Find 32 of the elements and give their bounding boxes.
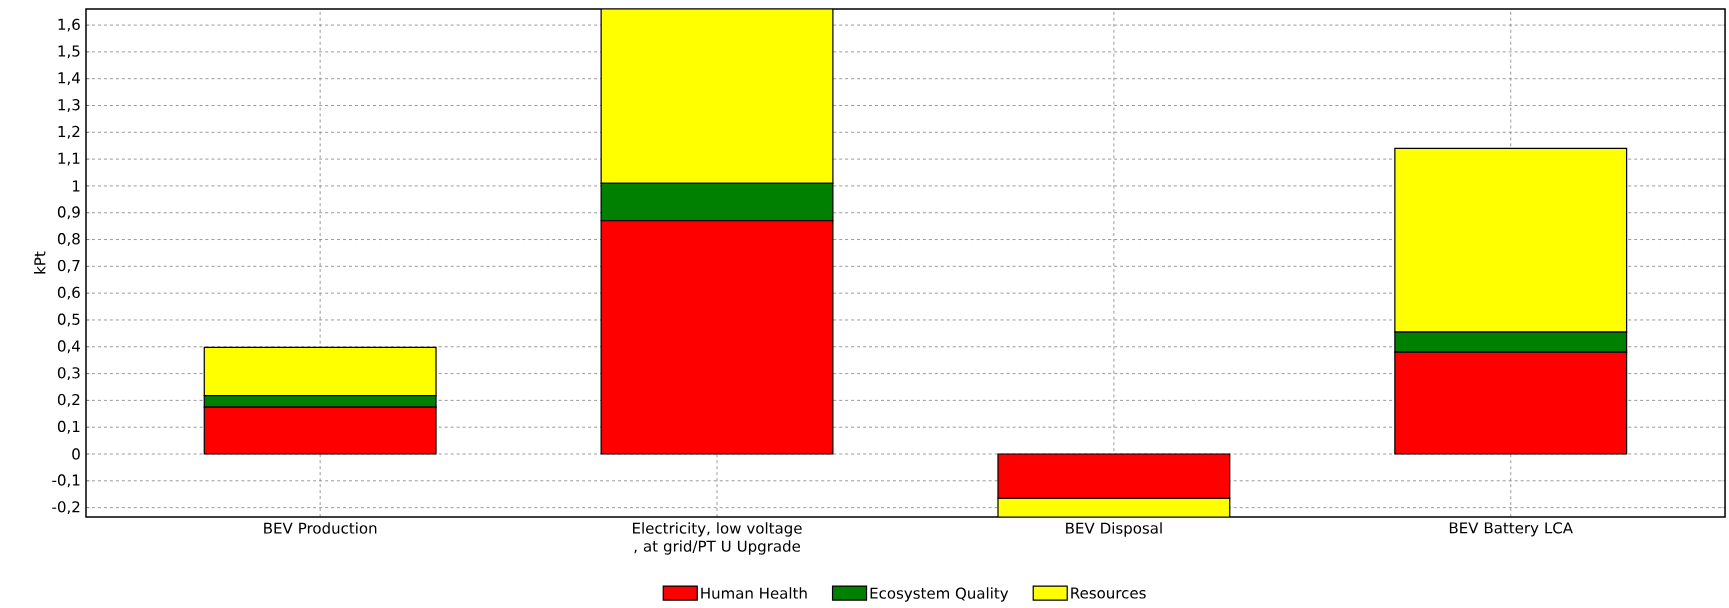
x-tick-label: BEV Battery LCA [1449,522,1573,537]
bar [997,453,1231,499]
legend-label: Ecosystem Quality [870,587,1009,602]
y-tick-label: 0,8 [57,233,80,246]
bar [203,346,437,397]
y-tick-label: 1 [72,180,80,192]
y-tick-label: 0,7 [57,259,80,273]
y-tick-label: 1,2 [58,125,80,139]
y-tick-label: -0,2 [52,501,80,515]
x-tick-label: Electricity, low voltage , at grid/PT U Upgrade [633,522,802,555]
y-tick-label: 1,3 [58,99,80,112]
y-tick-label: 1,1 [58,152,80,166]
y-tick-label: 0,9 [57,206,80,220]
bar [600,8,834,184]
y-tick-label: 0 [72,448,80,460]
y-tick-label: 1,5 [58,45,80,59]
x-tick-label: BEV Disposal [1066,522,1162,537]
legend-label: Resources [1071,587,1146,599]
bar [1394,147,1628,333]
y-tick-label: 0,5 [57,313,80,327]
y-tick-label: 0,4 [57,340,80,354]
y-tick-label: 1,4 [58,72,80,86]
y-tick-label: 0,6 [57,286,80,300]
bar [997,497,1231,517]
y-tick-label: -0,1 [52,474,80,488]
y-axis-title: kPt [33,251,46,274]
y-tick-label: 0,1 [57,420,80,434]
legend-label: Human Health [701,587,807,599]
y-tick-label: 0,3 [57,367,80,381]
y-tick-label: 0,2 [57,393,80,407]
y-tick-label: 1,6 [58,18,80,32]
x-tick-label: BEV Production [264,522,377,534]
